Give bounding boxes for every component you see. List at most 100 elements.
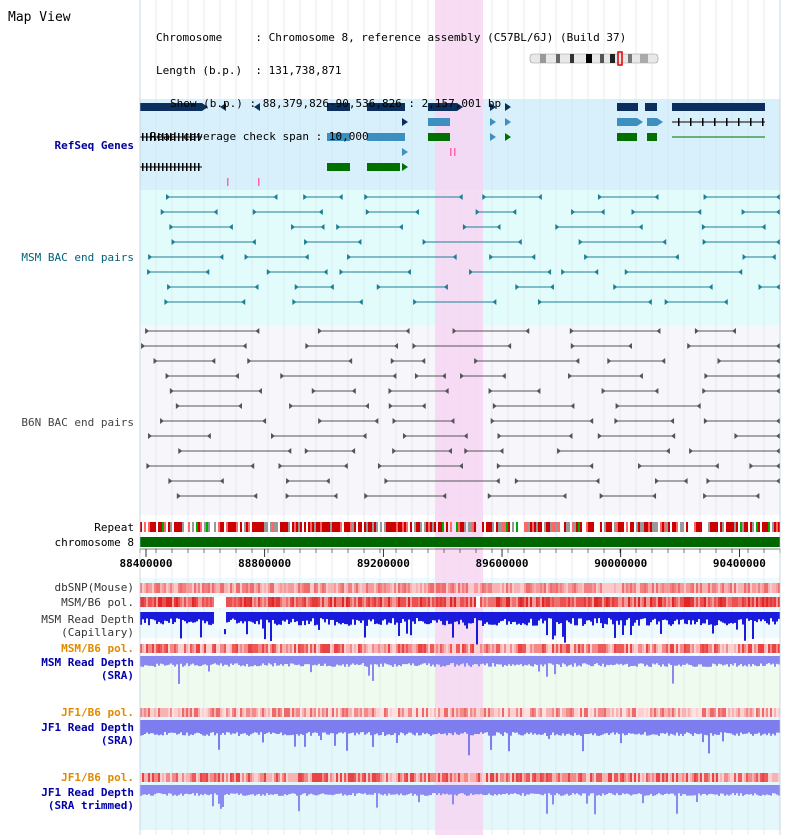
heat-cell — [142, 583, 144, 593]
heat-cell — [172, 708, 174, 717]
depth-bar — [252, 656, 254, 667]
depth-bar — [320, 720, 322, 741]
heat-cell — [652, 583, 654, 593]
depth-bar — [676, 720, 678, 733]
depth-bar — [758, 785, 760, 796]
heat-cell — [558, 583, 560, 593]
depth-bar — [520, 612, 522, 625]
depth-bar — [360, 720, 362, 733]
track-label-b6n-bac[interactable]: B6N BAC end pairs — [21, 416, 134, 429]
heat-cell — [148, 597, 150, 607]
heat-cell — [440, 708, 442, 717]
exon-tick — [678, 118, 680, 126]
heat-cell — [572, 644, 574, 653]
repeat-segment — [698, 522, 700, 532]
repeat-segment — [500, 522, 502, 532]
heat-cell — [692, 597, 694, 607]
depth-bar — [228, 720, 230, 733]
depth-bar — [470, 785, 472, 794]
exon-tick — [162, 163, 164, 171]
depth-bar — [542, 785, 544, 796]
bac-end-marker — [702, 239, 707, 245]
heat-cell — [334, 708, 336, 717]
depth-bar — [582, 720, 584, 752]
heat-cell — [356, 708, 358, 717]
depth-bar — [216, 785, 218, 795]
heat-cell — [274, 583, 276, 593]
depth-bar — [470, 612, 472, 624]
track-label-msm-bac[interactable]: MSM BAC end pairs — [21, 251, 134, 264]
heat-cell — [648, 708, 650, 717]
heat-cell — [372, 708, 374, 717]
depth-bar — [178, 656, 180, 684]
depth-bar — [440, 656, 442, 667]
heat-cell — [366, 597, 368, 607]
track-label-refseq[interactable]: RefSeq Genes — [54, 139, 134, 152]
heat-cell — [596, 597, 598, 607]
heat-cell — [220, 644, 222, 653]
heat-cell — [766, 708, 768, 717]
heat-cell — [220, 773, 222, 782]
heat-cell — [596, 708, 598, 717]
heat-cell — [180, 644, 182, 653]
depth-bar — [176, 656, 178, 665]
heat-cell — [338, 583, 340, 593]
heat-cell — [446, 583, 448, 593]
heat-cell — [242, 773, 244, 782]
heat-cell — [384, 644, 386, 653]
depth-bar — [306, 612, 308, 621]
heat-cell — [662, 773, 664, 782]
heat-gap — [214, 596, 226, 608]
heat-cell — [616, 644, 618, 653]
depth-bar — [396, 720, 398, 743]
heat-cell — [400, 644, 402, 653]
depth-bar — [372, 656, 374, 681]
heat-cell — [144, 773, 146, 782]
heat-cell — [738, 597, 740, 607]
depth-bar — [336, 656, 338, 665]
depth-bar — [390, 720, 392, 736]
depth-bar — [390, 612, 392, 624]
heat-cell — [704, 597, 706, 607]
depth-bar — [512, 612, 514, 623]
heat-cell — [600, 773, 602, 782]
heat-cell — [516, 773, 518, 782]
heat-cell — [376, 644, 378, 653]
track-label-msm-depth-sra-sub: (SRA) — [100, 669, 134, 682]
depth-bar — [762, 720, 764, 735]
heat-cell — [512, 708, 514, 717]
depth-bar — [274, 720, 276, 734]
depth-bar — [394, 612, 396, 625]
heat-cell — [394, 583, 396, 593]
depth-bar — [724, 612, 726, 624]
depth-bar — [682, 785, 684, 795]
bac-end-marker — [452, 328, 457, 334]
depth-bar — [454, 656, 456, 667]
heat-cell — [462, 583, 464, 593]
heat-cell — [760, 583, 762, 593]
heat-cell — [656, 773, 658, 782]
heat-cell — [370, 644, 372, 653]
heat-cell — [348, 773, 350, 782]
depth-bar — [456, 785, 458, 796]
heat-cell — [766, 597, 768, 607]
depth-bar — [338, 612, 340, 624]
heat-cell — [168, 708, 170, 717]
heat-cell — [536, 708, 538, 717]
heat-cell — [516, 583, 518, 593]
depth-bar — [332, 785, 334, 796]
heat-cell — [540, 644, 542, 653]
depth-bar — [306, 785, 308, 796]
depth-bar — [182, 785, 184, 796]
depth-bar — [598, 720, 600, 736]
repeat-segment — [590, 522, 592, 532]
heat-cell — [262, 644, 264, 653]
heat-cell — [246, 597, 248, 607]
repeat-segment — [544, 522, 546, 532]
heat-cell — [404, 773, 406, 782]
heat-cell — [522, 583, 524, 593]
depth-bar — [660, 656, 662, 667]
depth-bar — [600, 785, 602, 796]
depth-bar — [768, 720, 770, 734]
depth-bar — [400, 720, 402, 733]
